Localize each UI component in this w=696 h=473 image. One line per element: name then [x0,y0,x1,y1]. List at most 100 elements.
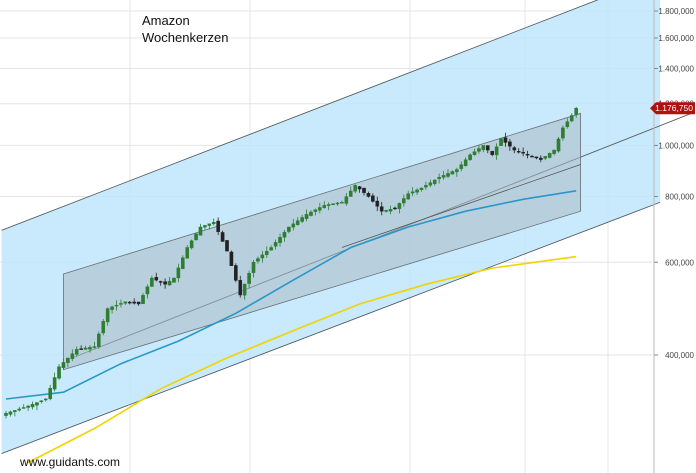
candle-body-95 [424,185,428,188]
candle-body-0 [4,413,8,416]
candle-body-31 [141,295,145,304]
candle-body-59 [264,250,269,255]
candle-body-3 [17,408,22,411]
candle-body-41 [185,247,190,259]
y-tick-label-5: 800,000 [665,192,694,201]
candle-body-39 [176,267,181,279]
candle-body-116 [516,151,521,153]
candle-body-76 [340,202,344,204]
candle-body-52 [234,265,238,281]
candle-body-43 [194,233,198,241]
candle-body-47 [211,221,216,225]
candle-body-15 [70,353,75,359]
candle-body-24 [110,306,114,310]
candle-body-28 [127,301,132,304]
candle-body-99 [441,175,446,178]
candle-body-38 [172,277,176,283]
candle-body-103 [459,164,464,169]
chart-title: Amazon [142,13,190,28]
candle-body-44 [198,226,203,236]
candle-body-98 [437,177,441,180]
candle-body-111 [494,146,499,156]
candle-body-42 [189,240,194,249]
candle-body-35 [158,281,163,283]
candle-body-46 [207,223,212,226]
candle-body-65 [291,223,296,228]
candle-body-126 [561,127,565,139]
candle-body-33 [150,277,154,287]
watermark: www.guidants.com [20,455,121,469]
candle-body-80 [357,186,362,190]
candle-body-89 [397,203,402,209]
candle-body-81 [362,187,366,193]
candle-body-112 [499,138,503,146]
moving-average-blue [5,190,577,400]
candle-body-13 [61,362,66,368]
candle-body-97 [432,179,437,185]
candle-body-129 [574,108,578,115]
candle-body-93 [415,189,419,193]
y-tick-label-6: 600,000 [665,258,694,267]
candle-body-30 [136,301,141,305]
candle-body-16 [74,349,79,355]
candle-body-66 [295,220,300,225]
candle-body-115 [512,147,517,151]
candle-body-53 [238,280,243,296]
candle-body-14 [66,357,70,363]
chart-subtitle: Wochenkerzen [142,30,229,45]
candle-body-4 [21,407,26,409]
candle-body-45 [203,225,207,228]
candle-body-17 [79,348,83,350]
candle-body-40 [180,257,185,270]
candle-body-7 [35,402,39,406]
candle-body-18 [83,347,88,350]
candle-body-114 [508,141,512,147]
candle-body-6 [30,404,35,408]
inner-channel [63,112,581,371]
last-price-badge: 1.176,750 [650,102,695,115]
candle-body-123 [547,153,552,158]
candle-body-56 [251,262,256,273]
candle-body-94 [419,187,424,190]
candle-body-62 [278,237,282,243]
candle-body-108 [481,145,486,150]
candle-body-60 [269,247,274,251]
candle-body-67 [300,217,304,222]
candle-body-37 [167,280,172,286]
moving-averages [5,190,577,464]
candle-body-54 [242,283,247,296]
candle-body-100 [446,173,450,177]
candle-body-32 [145,286,150,295]
candle-body-68 [304,214,309,219]
candle-body-63 [282,231,287,238]
candles [4,106,578,419]
outer-channel-upper-line [1,0,599,231]
candle-body-85 [379,206,384,212]
y-tick-label-4: 1.000,000 [658,141,694,150]
candle-body-125 [556,138,561,152]
candle-body-127 [565,121,570,127]
moving-average-yellow [27,255,577,464]
y-tick-label-1: 1.600,000 [658,34,694,43]
candle-body-74 [331,203,335,205]
candle-body-86 [384,210,388,212]
candle-body-12 [57,366,61,379]
candle-body-25 [114,304,119,307]
candle-body-84 [375,200,380,207]
candle-body-23 [105,308,110,323]
candle-body-88 [393,207,397,210]
inner-channel-band [63,112,581,371]
candle-body-19 [88,347,92,350]
candle-body-2 [13,410,17,413]
candle-body-21 [97,333,101,347]
candle-body-70 [313,209,318,212]
candle-body-1 [8,411,13,415]
candle-body-36 [163,281,167,285]
candle-body-69 [309,211,313,216]
candle-body-87 [388,209,393,212]
candle-body-49 [220,232,225,242]
candle-body-20 [92,346,97,348]
candle-body-101 [450,171,455,175]
